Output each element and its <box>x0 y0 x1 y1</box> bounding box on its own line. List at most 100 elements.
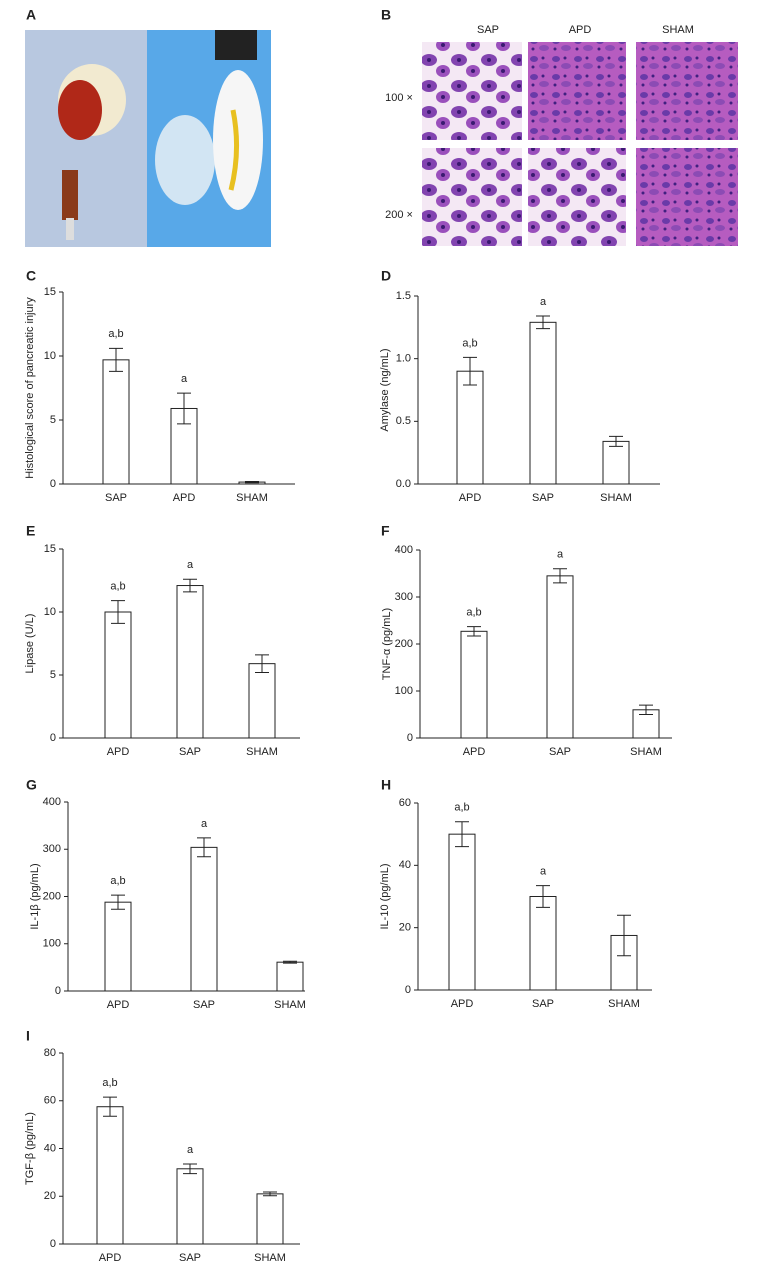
annotation: a <box>557 549 564 561</box>
error-bar <box>109 347 123 372</box>
x-tick-label: SHAM <box>608 998 640 1010</box>
bar <box>102 359 130 485</box>
x-tick-label: SAP <box>179 1252 201 1264</box>
y-axis-label: TNF-α (pg/mL) <box>381 608 393 680</box>
row-label: 100 × <box>385 92 413 104</box>
bar <box>176 1168 204 1245</box>
error-bar <box>536 315 550 330</box>
x-tick-label: APD <box>99 1252 122 1264</box>
error-bar <box>617 914 631 957</box>
error-bar <box>553 568 567 584</box>
x-tick-label: SAP <box>532 492 554 504</box>
bar <box>256 1193 284 1245</box>
y-axis-label: TGF-β (pg/mL) <box>24 1112 36 1185</box>
y-tick-label: 300 <box>395 591 413 603</box>
y-axis-label: IL-10 (pg/mL) <box>379 863 391 929</box>
y-tick-label: 80 <box>44 1047 56 1059</box>
x-tick-label: APD <box>107 999 130 1011</box>
y-tick-label: 10 <box>44 606 56 618</box>
panel-label: B <box>381 7 391 23</box>
panel-label: H <box>381 777 391 793</box>
error-bar <box>245 480 259 484</box>
y-tick-label: 0 <box>55 985 61 997</box>
x-tick-label: SAP <box>105 492 127 504</box>
panel-label: A <box>26 7 36 23</box>
bar <box>546 575 574 739</box>
y-tick-label: 200 <box>43 890 61 902</box>
x-tick-label: SAP <box>549 746 571 758</box>
y-axis-label: Amylase (ng/mL) <box>379 348 391 431</box>
annotation: a <box>540 296 547 308</box>
annotation: a,b <box>110 581 125 593</box>
x-tick-label: APD <box>173 492 196 504</box>
y-tick-label: 200 <box>395 638 413 650</box>
annotation: a,b <box>108 328 123 340</box>
y-tick-label: 40 <box>44 1142 56 1154</box>
panel-label: G <box>26 777 37 793</box>
x-tick-label: APD <box>451 998 474 1010</box>
y-tick-label: 60 <box>399 797 411 809</box>
bar <box>104 611 132 739</box>
panel-label: E <box>26 523 35 539</box>
panel-label: I <box>26 1028 30 1044</box>
y-tick-label: 300 <box>43 843 61 855</box>
photo <box>25 30 271 247</box>
y-tick-label: 5 <box>50 414 56 426</box>
annotation: a,b <box>102 1077 117 1089</box>
x-tick-label: APD <box>459 492 482 504</box>
x-tick-label: SAP <box>193 999 215 1011</box>
annotation: a <box>187 1144 194 1156</box>
bar <box>448 833 476 991</box>
bar <box>190 846 218 992</box>
y-tick-label: 400 <box>395 544 413 556</box>
y-tick-label: 0 <box>50 732 56 744</box>
annotation: a,b <box>110 875 125 887</box>
y-tick-label: 15 <box>44 543 56 555</box>
panel-label: F <box>381 523 390 539</box>
y-tick-label: 20 <box>399 922 411 934</box>
annotation: a,b <box>466 607 481 619</box>
y-axis-label: Lipase (U/L) <box>24 614 36 674</box>
annotation: a,b <box>454 802 469 814</box>
error-bar <box>263 1191 277 1197</box>
y-tick-label: 400 <box>43 796 61 808</box>
bar <box>276 961 304 992</box>
y-axis-label: IL-1β (pg/mL) <box>29 863 41 929</box>
y-tick-label: 0.5 <box>396 415 411 427</box>
bar <box>529 896 557 991</box>
y-tick-label: 0 <box>405 984 411 996</box>
x-tick-label: SHAM <box>274 999 306 1011</box>
column-label: APD <box>569 24 592 36</box>
y-tick-label: 20 <box>44 1190 56 1202</box>
y-tick-label: 15 <box>44 286 56 298</box>
x-tick-label: SHAM <box>630 746 662 758</box>
error-bar <box>103 1096 117 1117</box>
annotation: a <box>201 818 208 830</box>
bar <box>460 630 488 739</box>
annotation: a,b <box>462 337 477 349</box>
error-bar <box>467 626 481 637</box>
y-tick-label: 1.0 <box>396 353 411 365</box>
y-tick-label: 0 <box>50 1238 56 1250</box>
y-tick-label: 100 <box>43 938 61 950</box>
error-bar <box>283 960 297 964</box>
y-tick-label: 0 <box>407 732 413 744</box>
x-tick-label: SHAM <box>246 746 278 758</box>
annotation: a <box>187 559 194 571</box>
y-tick-label: 1.5 <box>396 290 411 302</box>
y-tick-label: 10 <box>44 350 56 362</box>
error-bar <box>183 1163 197 1175</box>
bar <box>104 901 132 992</box>
error-bar <box>536 885 550 908</box>
y-tick-label: 0.0 <box>396 478 411 490</box>
y-axis-label: Histological score of pancreatic injury <box>24 297 36 479</box>
error-bar <box>463 356 477 386</box>
error-bar <box>455 821 469 848</box>
error-bar <box>609 435 623 447</box>
annotation: a <box>540 865 547 877</box>
column-label: SAP <box>477 24 499 36</box>
y-tick-label: 0 <box>50 478 56 490</box>
x-tick-label: SHAM <box>236 492 268 504</box>
bar <box>602 440 630 485</box>
annotation: a <box>181 373 188 385</box>
